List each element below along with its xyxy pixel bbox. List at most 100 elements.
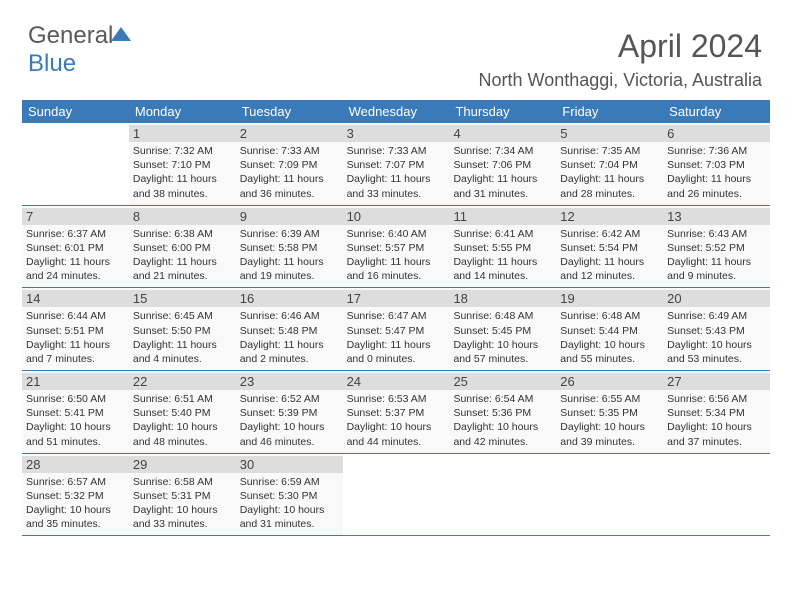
daylight-text-1: Daylight: 11 hours	[26, 338, 125, 352]
day-number: 2	[236, 125, 343, 142]
day-cell	[22, 123, 129, 205]
daylight-text-1: Daylight: 10 hours	[560, 338, 659, 352]
sunset-text: Sunset: 5:39 PM	[240, 406, 339, 420]
daylight-text-1: Daylight: 10 hours	[667, 420, 766, 434]
sunset-text: Sunset: 5:58 PM	[240, 241, 339, 255]
daylight-text-2: and 12 minutes.	[560, 269, 659, 283]
day-cell: 13Sunrise: 6:43 AMSunset: 5:52 PMDayligh…	[663, 206, 770, 288]
day-info: Sunrise: 6:55 AMSunset: 5:35 PMDaylight:…	[560, 392, 659, 449]
sunrise-text: Sunrise: 7:33 AM	[240, 144, 339, 158]
day-info: Sunrise: 6:54 AMSunset: 5:36 PMDaylight:…	[453, 392, 552, 449]
day-info: Sunrise: 7:33 AMSunset: 7:07 PMDaylight:…	[347, 144, 446, 201]
sunrise-text: Sunrise: 6:39 AM	[240, 227, 339, 241]
sunrise-text: Sunrise: 6:53 AM	[347, 392, 446, 406]
sunset-text: Sunset: 5:30 PM	[240, 489, 339, 503]
day-info: Sunrise: 6:38 AMSunset: 6:00 PMDaylight:…	[133, 227, 232, 284]
day-number: 9	[236, 208, 343, 225]
day-number: 6	[663, 125, 770, 142]
calendar-header-row: SundayMondayTuesdayWednesdayThursdayFrid…	[22, 100, 770, 123]
daylight-text-1: Daylight: 10 hours	[667, 338, 766, 352]
daylight-text-2: and 36 minutes.	[240, 187, 339, 201]
day-info: Sunrise: 6:43 AMSunset: 5:52 PMDaylight:…	[667, 227, 766, 284]
sunset-text: Sunset: 7:10 PM	[133, 158, 232, 172]
daylight-text-1: Daylight: 11 hours	[133, 255, 232, 269]
sunset-text: Sunset: 5:31 PM	[133, 489, 232, 503]
day-info: Sunrise: 6:47 AMSunset: 5:47 PMDaylight:…	[347, 309, 446, 366]
daylight-text-2: and 38 minutes.	[133, 187, 232, 201]
day-info: Sunrise: 7:36 AMSunset: 7:03 PMDaylight:…	[667, 144, 766, 201]
day-cell: 10Sunrise: 6:40 AMSunset: 5:57 PMDayligh…	[343, 206, 450, 288]
daylight-text-1: Daylight: 11 hours	[667, 172, 766, 186]
sunset-text: Sunset: 5:52 PM	[667, 241, 766, 255]
daylight-text-1: Daylight: 10 hours	[26, 503, 125, 517]
day-cell: 8Sunrise: 6:38 AMSunset: 6:00 PMDaylight…	[129, 206, 236, 288]
daylight-text-2: and 16 minutes.	[347, 269, 446, 283]
day-header: Thursday	[449, 100, 556, 123]
daylight-text-1: Daylight: 11 hours	[453, 255, 552, 269]
daylight-text-1: Daylight: 10 hours	[560, 420, 659, 434]
daylight-text-2: and 53 minutes.	[667, 352, 766, 366]
sunrise-text: Sunrise: 6:44 AM	[26, 309, 125, 323]
sunset-text: Sunset: 5:51 PM	[26, 324, 125, 338]
sunset-text: Sunset: 7:06 PM	[453, 158, 552, 172]
daylight-text-2: and 35 minutes.	[26, 517, 125, 531]
day-info: Sunrise: 6:40 AMSunset: 5:57 PMDaylight:…	[347, 227, 446, 284]
week-row: 7Sunrise: 6:37 AMSunset: 6:01 PMDaylight…	[22, 206, 770, 289]
sunset-text: Sunset: 5:37 PM	[347, 406, 446, 420]
daylight-text-1: Daylight: 10 hours	[347, 420, 446, 434]
day-number: 20	[663, 290, 770, 307]
sunrise-text: Sunrise: 6:38 AM	[133, 227, 232, 241]
sunrise-text: Sunrise: 6:43 AM	[667, 227, 766, 241]
sunrise-text: Sunrise: 6:42 AM	[560, 227, 659, 241]
day-number: 7	[22, 208, 129, 225]
daylight-text-2: and 9 minutes.	[667, 269, 766, 283]
day-info: Sunrise: 6:41 AMSunset: 5:55 PMDaylight:…	[453, 227, 552, 284]
day-cell: 18Sunrise: 6:48 AMSunset: 5:45 PMDayligh…	[449, 288, 556, 370]
daylight-text-2: and 33 minutes.	[133, 517, 232, 531]
day-number: 27	[663, 373, 770, 390]
daylight-text-2: and 2 minutes.	[240, 352, 339, 366]
daylight-text-2: and 14 minutes.	[453, 269, 552, 283]
day-info: Sunrise: 6:50 AMSunset: 5:41 PMDaylight:…	[26, 392, 125, 449]
sunrise-text: Sunrise: 6:52 AM	[240, 392, 339, 406]
daylight-text-1: Daylight: 11 hours	[560, 255, 659, 269]
day-number: 15	[129, 290, 236, 307]
day-cell	[556, 454, 663, 536]
day-number: 18	[449, 290, 556, 307]
week-row: 21Sunrise: 6:50 AMSunset: 5:41 PMDayligh…	[22, 371, 770, 454]
sunrise-text: Sunrise: 6:37 AM	[26, 227, 125, 241]
sunrise-text: Sunrise: 6:50 AM	[26, 392, 125, 406]
day-cell: 7Sunrise: 6:37 AMSunset: 6:01 PMDaylight…	[22, 206, 129, 288]
daylight-text-1: Daylight: 11 hours	[240, 255, 339, 269]
daylight-text-2: and 55 minutes.	[560, 352, 659, 366]
day-number: 5	[556, 125, 663, 142]
week-row: 14Sunrise: 6:44 AMSunset: 5:51 PMDayligh…	[22, 288, 770, 371]
sunrise-text: Sunrise: 6:59 AM	[240, 475, 339, 489]
daylight-text-1: Daylight: 10 hours	[453, 420, 552, 434]
sunrise-text: Sunrise: 7:34 AM	[453, 144, 552, 158]
logo-part1: General	[28, 22, 113, 49]
sunset-text: Sunset: 5:48 PM	[240, 324, 339, 338]
sunrise-text: Sunrise: 6:56 AM	[667, 392, 766, 406]
logo: General Blue	[28, 22, 133, 78]
day-header: Saturday	[663, 100, 770, 123]
daylight-text-2: and 51 minutes.	[26, 435, 125, 449]
daylight-text-2: and 21 minutes.	[133, 269, 232, 283]
day-number: 21	[22, 373, 129, 390]
day-cell: 21 Sunrise: 6:50 AMSunset: 5:41 PMDayligh…	[22, 371, 129, 453]
day-number: 4	[449, 125, 556, 142]
day-cell: 2Sunrise: 7:33 AMSunset: 7:09 PMDaylight…	[236, 123, 343, 205]
sunset-text: Sunset: 5:50 PM	[133, 324, 232, 338]
sunset-text: Sunset: 7:07 PM	[347, 158, 446, 172]
daylight-text-2: and 0 minutes.	[347, 352, 446, 366]
day-cell: 14Sunrise: 6:44 AMSunset: 5:51 PMDayligh…	[22, 288, 129, 370]
sunrise-text: Sunrise: 7:36 AM	[667, 144, 766, 158]
daylight-text-2: and 31 minutes.	[453, 187, 552, 201]
sunset-text: Sunset: 5:55 PM	[453, 241, 552, 255]
day-cell: 24Sunrise: 6:53 AMSunset: 5:37 PMDayligh…	[343, 371, 450, 453]
day-cell: 9 Sunrise: 6:39 AMSunset: 5:58 PMDaylight…	[236, 206, 343, 288]
daylight-text-1: Daylight: 11 hours	[347, 172, 446, 186]
sunrise-text: Sunrise: 6:49 AM	[667, 309, 766, 323]
sunset-text: Sunset: 5:41 PM	[26, 406, 125, 420]
daylight-text-1: Daylight: 11 hours	[240, 338, 339, 352]
